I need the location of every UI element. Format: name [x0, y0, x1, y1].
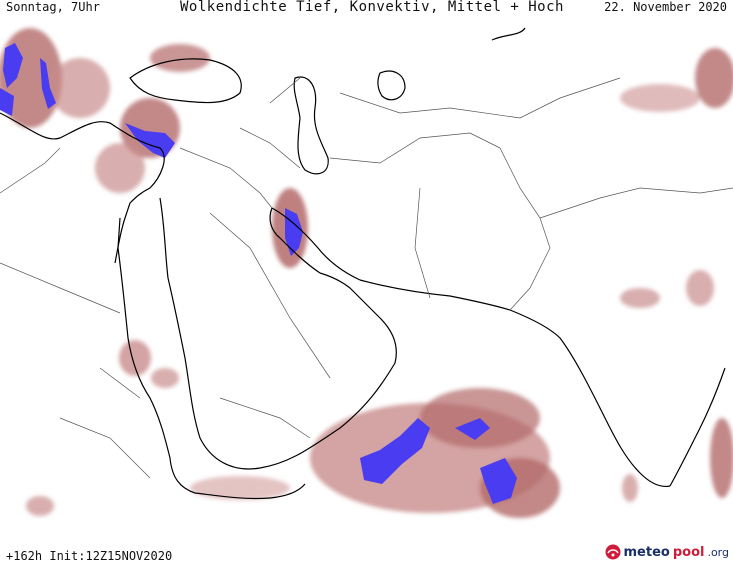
meteopool-logo-icon: [605, 544, 620, 560]
coastline: [259, 272, 397, 469]
dense-cloud-patch: [0, 88, 14, 116]
coastline: [491, 27, 526, 41]
coastline: [269, 207, 321, 274]
coastlines: [0, 27, 726, 500]
coastline: [509, 309, 671, 488]
date-label: 22. November 2020: [604, 0, 727, 14]
cloud-patch: [119, 340, 151, 376]
cloud-patch: [95, 143, 145, 193]
dense-cloud-patch: [360, 418, 430, 484]
cloud-patch: [190, 476, 290, 500]
country-border: [59, 417, 151, 479]
cloud-patch: [695, 48, 733, 108]
map-title: Wolkendichte Tief, Konvektiv, Mittel + H…: [180, 0, 564, 15]
brand-name-part2: pool: [672, 544, 705, 560]
brand-name-part1: meteo: [623, 544, 670, 560]
dense-cloud-patch: [480, 458, 517, 504]
country-border: [269, 77, 301, 104]
dense-cloud-patch: [3, 43, 23, 88]
coastline: [0, 112, 165, 264]
coastline: [271, 207, 361, 281]
header-bar: Sonntag, 7Uhr Wolkendichte Tief, Konvekt…: [0, 0, 733, 18]
run-info: +162h Init:12Z15NOV2020: [6, 549, 173, 563]
country-border: [329, 132, 501, 164]
cloud-patch: [686, 270, 714, 306]
cloud-patch: [50, 58, 110, 118]
dense-cloud-layer: [0, 43, 517, 504]
footer-bar: +162h Init:12Z15NOV2020 meteo pool .org: [0, 528, 733, 566]
day-label: Sonntag, 7Uhr: [6, 0, 100, 14]
country-border: [339, 77, 621, 119]
brand-logo-link[interactable]: meteo pool .org: [605, 544, 729, 560]
country-border: [414, 187, 431, 299]
country-border: [499, 147, 551, 311]
coastline: [129, 58, 242, 104]
coastline: [377, 70, 406, 101]
cloud-patch: [620, 84, 700, 112]
coastline: [293, 76, 329, 175]
country-border: [0, 147, 61, 194]
cloud-patch: [620, 288, 660, 308]
country-border: [539, 187, 733, 219]
country-border: [239, 127, 301, 169]
country-borders: [0, 77, 733, 479]
cloud-patch: [151, 368, 179, 388]
coastline: [669, 367, 726, 487]
dense-cloud-patch: [125, 123, 175, 158]
weather-map: [0, 27, 733, 518]
country-border: [219, 397, 311, 439]
cloud-patch: [150, 44, 210, 72]
country-border: [179, 147, 273, 209]
cloud-patch: [26, 496, 54, 516]
coastline: [117, 217, 196, 494]
dense-cloud-patch: [455, 418, 490, 440]
coastline: [194, 483, 306, 500]
country-border: [99, 367, 141, 399]
brand-name-part3: .org: [707, 545, 729, 559]
dense-cloud-patch: [40, 58, 56, 109]
country-border: [209, 212, 331, 379]
cloud-patch: [710, 418, 733, 498]
cloud-patch: [622, 474, 638, 502]
country-border: [0, 262, 121, 314]
coastline: [159, 197, 261, 470]
coastline: [359, 279, 511, 311]
